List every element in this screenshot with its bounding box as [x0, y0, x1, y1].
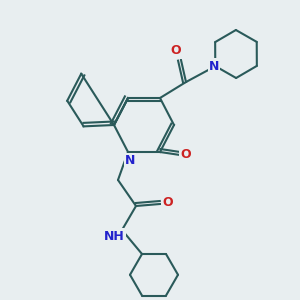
- Text: O: O: [181, 148, 191, 161]
- Text: N: N: [125, 154, 135, 167]
- Text: NH: NH: [103, 230, 124, 242]
- Text: O: O: [163, 196, 173, 209]
- Text: N: N: [209, 59, 219, 73]
- Text: O: O: [171, 44, 181, 58]
